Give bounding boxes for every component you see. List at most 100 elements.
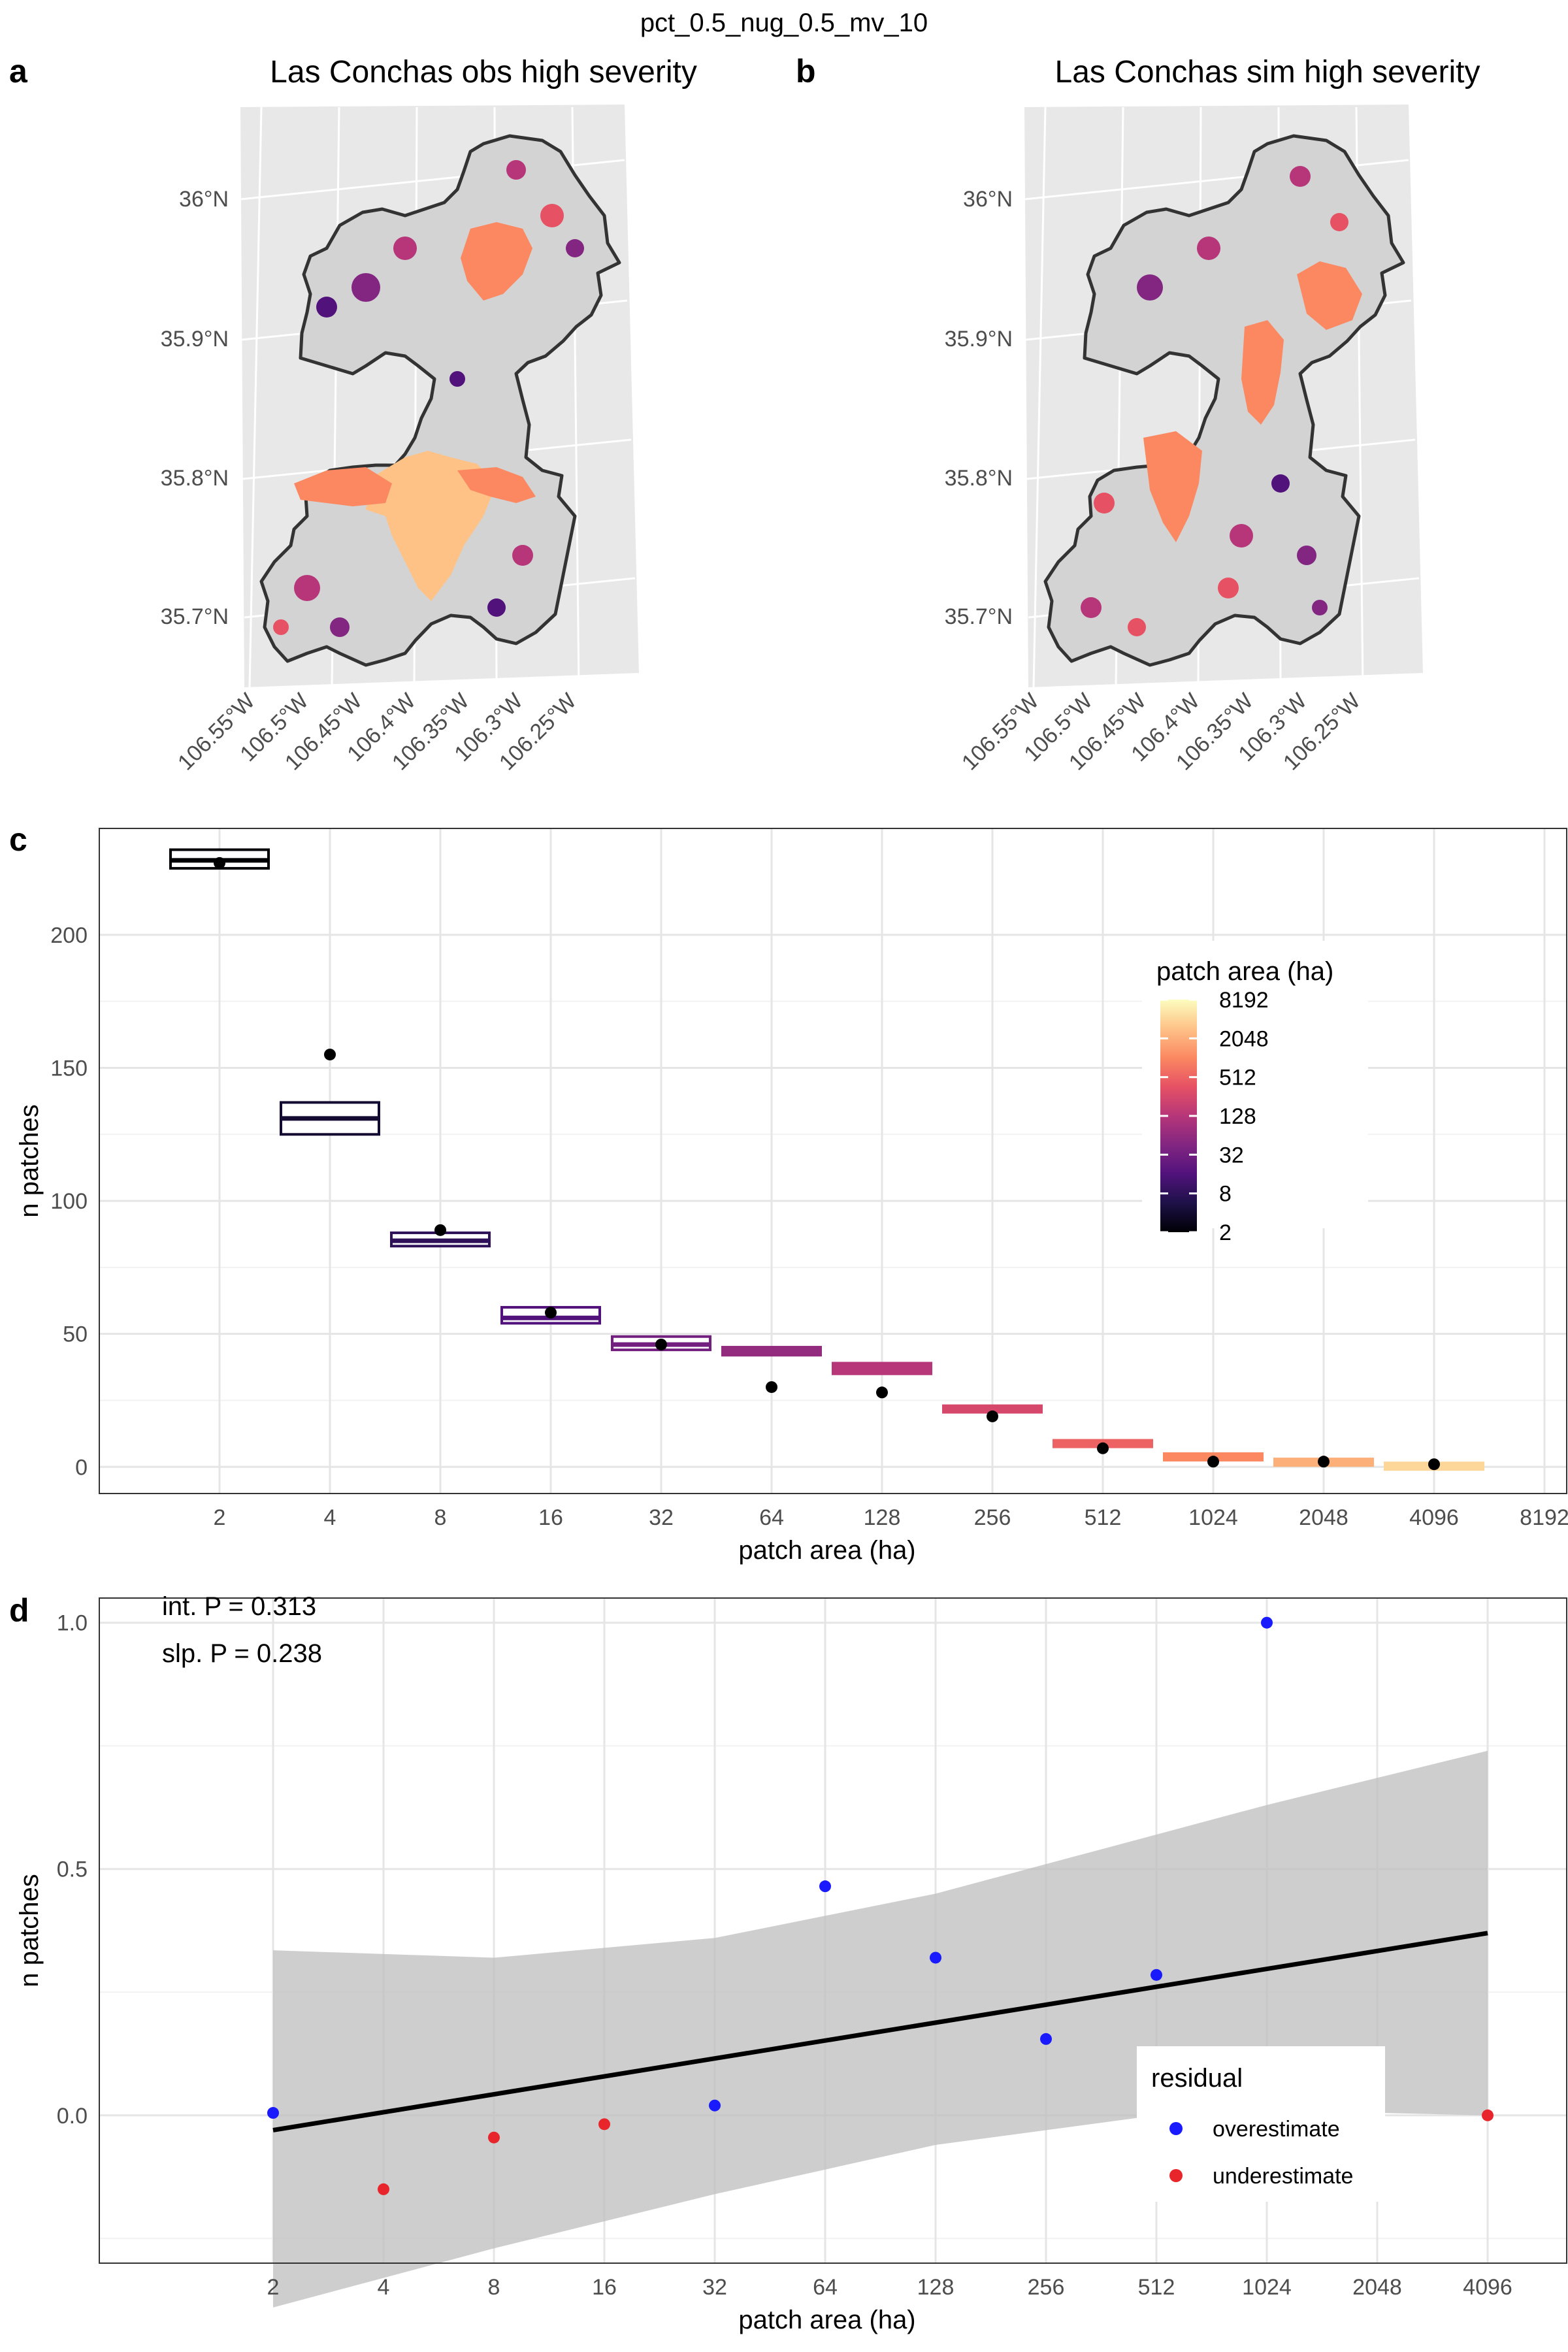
panel-c-x-tick-label: 256 [974,1505,1011,1530]
map-b-patch [1297,546,1316,565]
map-a-lat-label: 35.9°N [161,327,229,351]
map-b-lon-label: 106.55°W [957,689,1044,776]
panel-d-x-tick-label: 32 [702,2275,727,2300]
panel-c-observed-points [214,857,1440,1471]
panel-d-confidence-band [273,1750,1488,2308]
panel-d-point-overestimate [930,1952,941,1964]
map-b-patch-center [1241,320,1284,425]
panel-c-observed-point [655,1338,667,1350]
panel-d-point-underestimate [598,2118,610,2131]
map-a: 36°N 35.9°N 35.8°N 35.7°N 106.55°W 106.5… [161,105,639,776]
map-b-patch [1094,493,1115,514]
panel-c-box [832,1362,932,1375]
map-a-patch [294,575,320,601]
panel-c-y-tick-label: 0 [75,1455,88,1480]
panel-d-ylabel: n patches [15,1874,44,1987]
panel-d-point-overestimate [267,2107,279,2119]
panel-c-x-tick-label: 512 [1085,1505,1122,1530]
panel-c-legend-label: 2 [1219,1220,1232,1245]
panel-d-x-tick-label: 8 [488,2275,500,2300]
panel-c-x-tick-label: 4096 [1409,1505,1459,1530]
panel-c-observed-point [1097,1442,1109,1454]
map-a-lon-label: 106.55°W [173,689,260,776]
panel-c-y-tick-label: 200 [50,923,88,948]
map-a-patch [487,598,506,617]
panel-c-observed-point [987,1410,998,1422]
map-a-patches [273,160,584,637]
panel-d-point-overestimate [1151,1968,1162,1981]
panel-c-y-tick-label: 100 [50,1189,88,1214]
map-a-title: Las Conchas obs high severity [270,55,697,90]
panel-c-observed-point [1428,1458,1440,1471]
panel-d-y-tick-label: 0.0 [57,2104,88,2129]
map-a-patch [273,619,289,635]
panel-d-x-tick-label: 64 [813,2275,838,2300]
panel-c-observed-point [434,1224,446,1236]
map-a-lat-label: 35.8°N [161,466,229,491]
panel-c-gridlines [99,828,1567,1494]
panel-c-x-tick-label: 16 [538,1505,563,1530]
panel-c-legend-label: 128 [1219,1104,1256,1129]
map-a-fire-perimeter [259,134,621,667]
panel-d-x-tick-label: 2 [267,2275,280,2300]
panel-d-annotation-intercept: int. P = 0.313 [162,1592,316,1621]
panel-c-y-tick-label: 150 [50,1056,88,1081]
panel-d-y-ticks: 0.0 0.5 1.0 [57,1611,88,2129]
map-a-patch [330,617,350,637]
map-b-patch [1128,618,1146,636]
panel-c-observed-point [324,1049,336,1061]
panel-c-x-ticks: 2 4 8 16 32 64 128 256 512 1024 2048 4096 8192 [214,1505,1568,1530]
panel-c-observed-point [1207,1456,1219,1468]
map-a-patch [512,545,533,566]
panel-d-xlabel: patch area (ha) [738,2306,915,2334]
figure-title: pct_0.5_nug_0.5_mv_10 [640,8,928,37]
panel-c-observed-point [1318,1456,1330,1468]
map-b-patches [1081,166,1362,636]
panel-c-y-tick-label: 50 [63,1322,88,1347]
map-b-patch [1312,600,1328,615]
map-a-patch [449,371,465,387]
map-b-patch [1330,213,1348,231]
panel-d-legend-key-overestimate [1169,2122,1183,2135]
panel-c-boxplot: 2 4 8 16 32 64 128 256 512 1024 2048 4096 8192 0 50 10… [15,828,1568,1565]
map-b-lon-labels: 106.55°W 106.5°W 106.45°W 106.4°W 106.35… [957,689,1365,776]
map-a-patch [540,204,564,227]
panel-d-legend-label-overestimate: overestimate [1213,2117,1340,2142]
panel-c-legend: patch area (ha) 8192 2048 512 128 32 8 2 [1142,941,1368,1245]
panel-c-legend-labels: 8192 2048 512 128 32 8 2 [1160,988,1269,1245]
map-a-patch [393,237,417,260]
map-b-patch [1218,578,1239,598]
panel-c-x-tick-label: 64 [759,1505,784,1530]
panel-c-observed-point [766,1381,777,1394]
panel-c-legend-label: 2048 [1219,1026,1269,1051]
panel-d-point-overestimate [709,2099,721,2112]
map-b-lat-label: 35.9°N [945,327,1013,351]
panel-d-x-tick-label: 16 [592,2275,617,2300]
map-a-patch-east [457,467,536,503]
panel-d-point-overestimate [1040,2033,1052,2045]
map-b-lat-label: 35.8°N [945,466,1013,491]
panel-d-legend-title: residual [1151,2064,1243,2093]
map-b-lat-label: 36°N [963,187,1013,212]
panel-letter-b: b [796,53,816,90]
panel-letter-d: d [9,1592,29,1629]
panel-d-x-tick-label: 512 [1138,2275,1175,2300]
panel-d-x-tick-label: 256 [1028,2275,1065,2300]
map-b-patch [1271,474,1290,493]
panel-d-x-tick-label: 4096 [1463,2275,1512,2300]
panel-c-frame [99,828,1567,1494]
map-b-patch [1197,237,1220,260]
map-b-patch [1137,274,1163,301]
panel-d-frame [99,1597,1567,2264]
panel-c-legend-label: 32 [1219,1143,1244,1168]
map-b-title: Las Conchas sim high severity [1055,55,1480,90]
panel-d-x-tick-label: 4 [378,2275,390,2300]
panel-c-y-ticks: 0 50 100 150 200 [50,923,88,1480]
map-a-patch-west [294,467,392,506]
map-b: 36°N 35.9°N 35.8°N 35.7°N 106.55°W 106.5… [945,105,1423,776]
panel-c-x-tick-label: 32 [649,1505,674,1530]
panel-d-y-tick-label: 0.5 [57,1857,88,1882]
panel-c-legend-label: 8192 [1219,988,1269,1013]
map-a-lat-labels: 36°N 35.9°N 35.8°N 35.7°N [161,187,229,629]
